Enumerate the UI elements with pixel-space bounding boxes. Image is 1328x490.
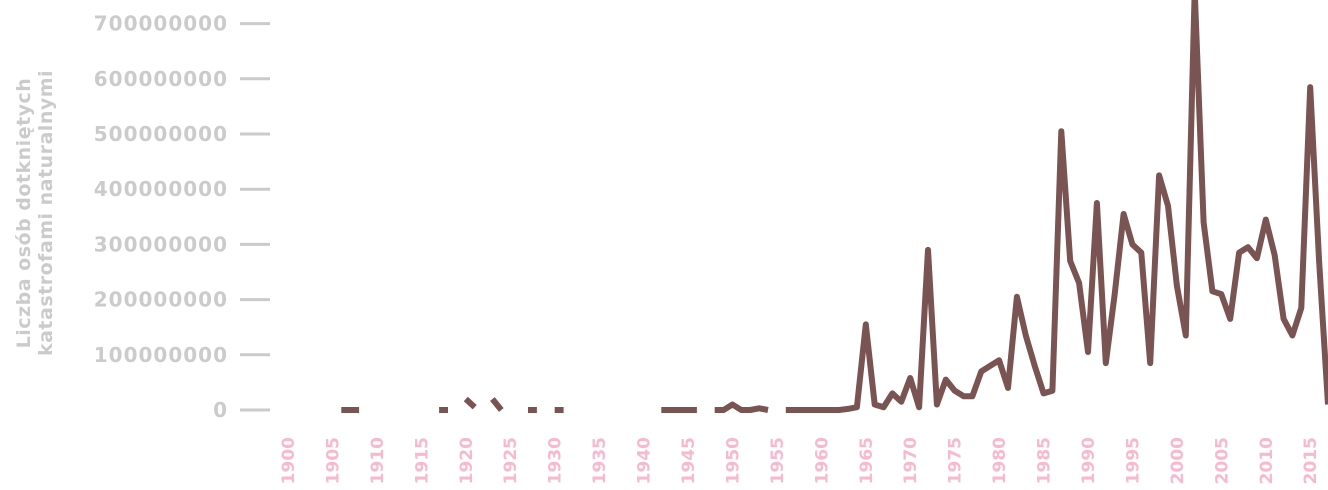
y-tick-label: 300000000 [94,232,228,256]
x-tick-label: 1995 [1123,437,1143,484]
x-axis: 1900 1905 1910 1915 1920 1925 1930 1935 1940 1945… [279,437,1321,484]
y-tick-label: 500000000 [94,122,228,146]
x-tick-label: 1950 [723,437,743,484]
x-tick-label: 2015 [1301,437,1321,484]
x-tick-label: 1955 [768,437,788,484]
y-tick-label: 600000000 [94,67,228,91]
y-axis-title-line: katastrofami naturalnymi [35,70,57,356]
y-tick-label: 400000000 [94,177,228,201]
y-tick-label: 0 [213,398,228,422]
x-tick-label: 1940 [635,437,655,484]
x-tick-label: 1925 [501,437,521,484]
x-tick-label: 1945 [679,437,699,484]
x-tick-label: 1910 [368,437,388,484]
x-tick-label: 1975 [946,437,966,484]
x-tick-label: 1965 [857,437,877,484]
y-axis-label: Liczba osób dotkniętychkatastrofami natu… [13,70,57,356]
y-axis-title: Liczba osób dotkniętychkatastrofami natu… [13,70,57,356]
x-tick-label: 1930 [546,437,566,484]
series-line [341,0,1328,413]
y-tick-label: 100000000 [94,343,228,367]
y-tick-label: 200000000 [94,288,228,312]
x-tick-label: 1920 [457,437,477,484]
x-tick-label: 1985 [1035,437,1055,484]
x-tick-label: 1980 [990,437,1010,484]
x-tick-label: 1990 [1079,437,1099,484]
x-tick-label: 1970 [901,437,921,484]
x-tick-label: 1915 [412,437,432,484]
x-tick-label: 2005 [1212,437,1232,484]
x-tick-label: 2000 [1168,437,1188,484]
x-tick-label: 2010 [1257,437,1277,484]
x-tick-label: 1960 [812,437,832,484]
x-tick-label: 1900 [279,437,299,484]
x-tick-label: 1935 [590,437,610,484]
series [341,0,1328,413]
y-axis-title-line: Liczba osób dotkniętych [13,78,35,349]
y-tick-label: 700000000 [94,12,228,36]
y-axis: 0 100000000 200000000 300000000 400000000 500… [94,12,270,422]
x-tick-label: 1905 [323,437,343,484]
